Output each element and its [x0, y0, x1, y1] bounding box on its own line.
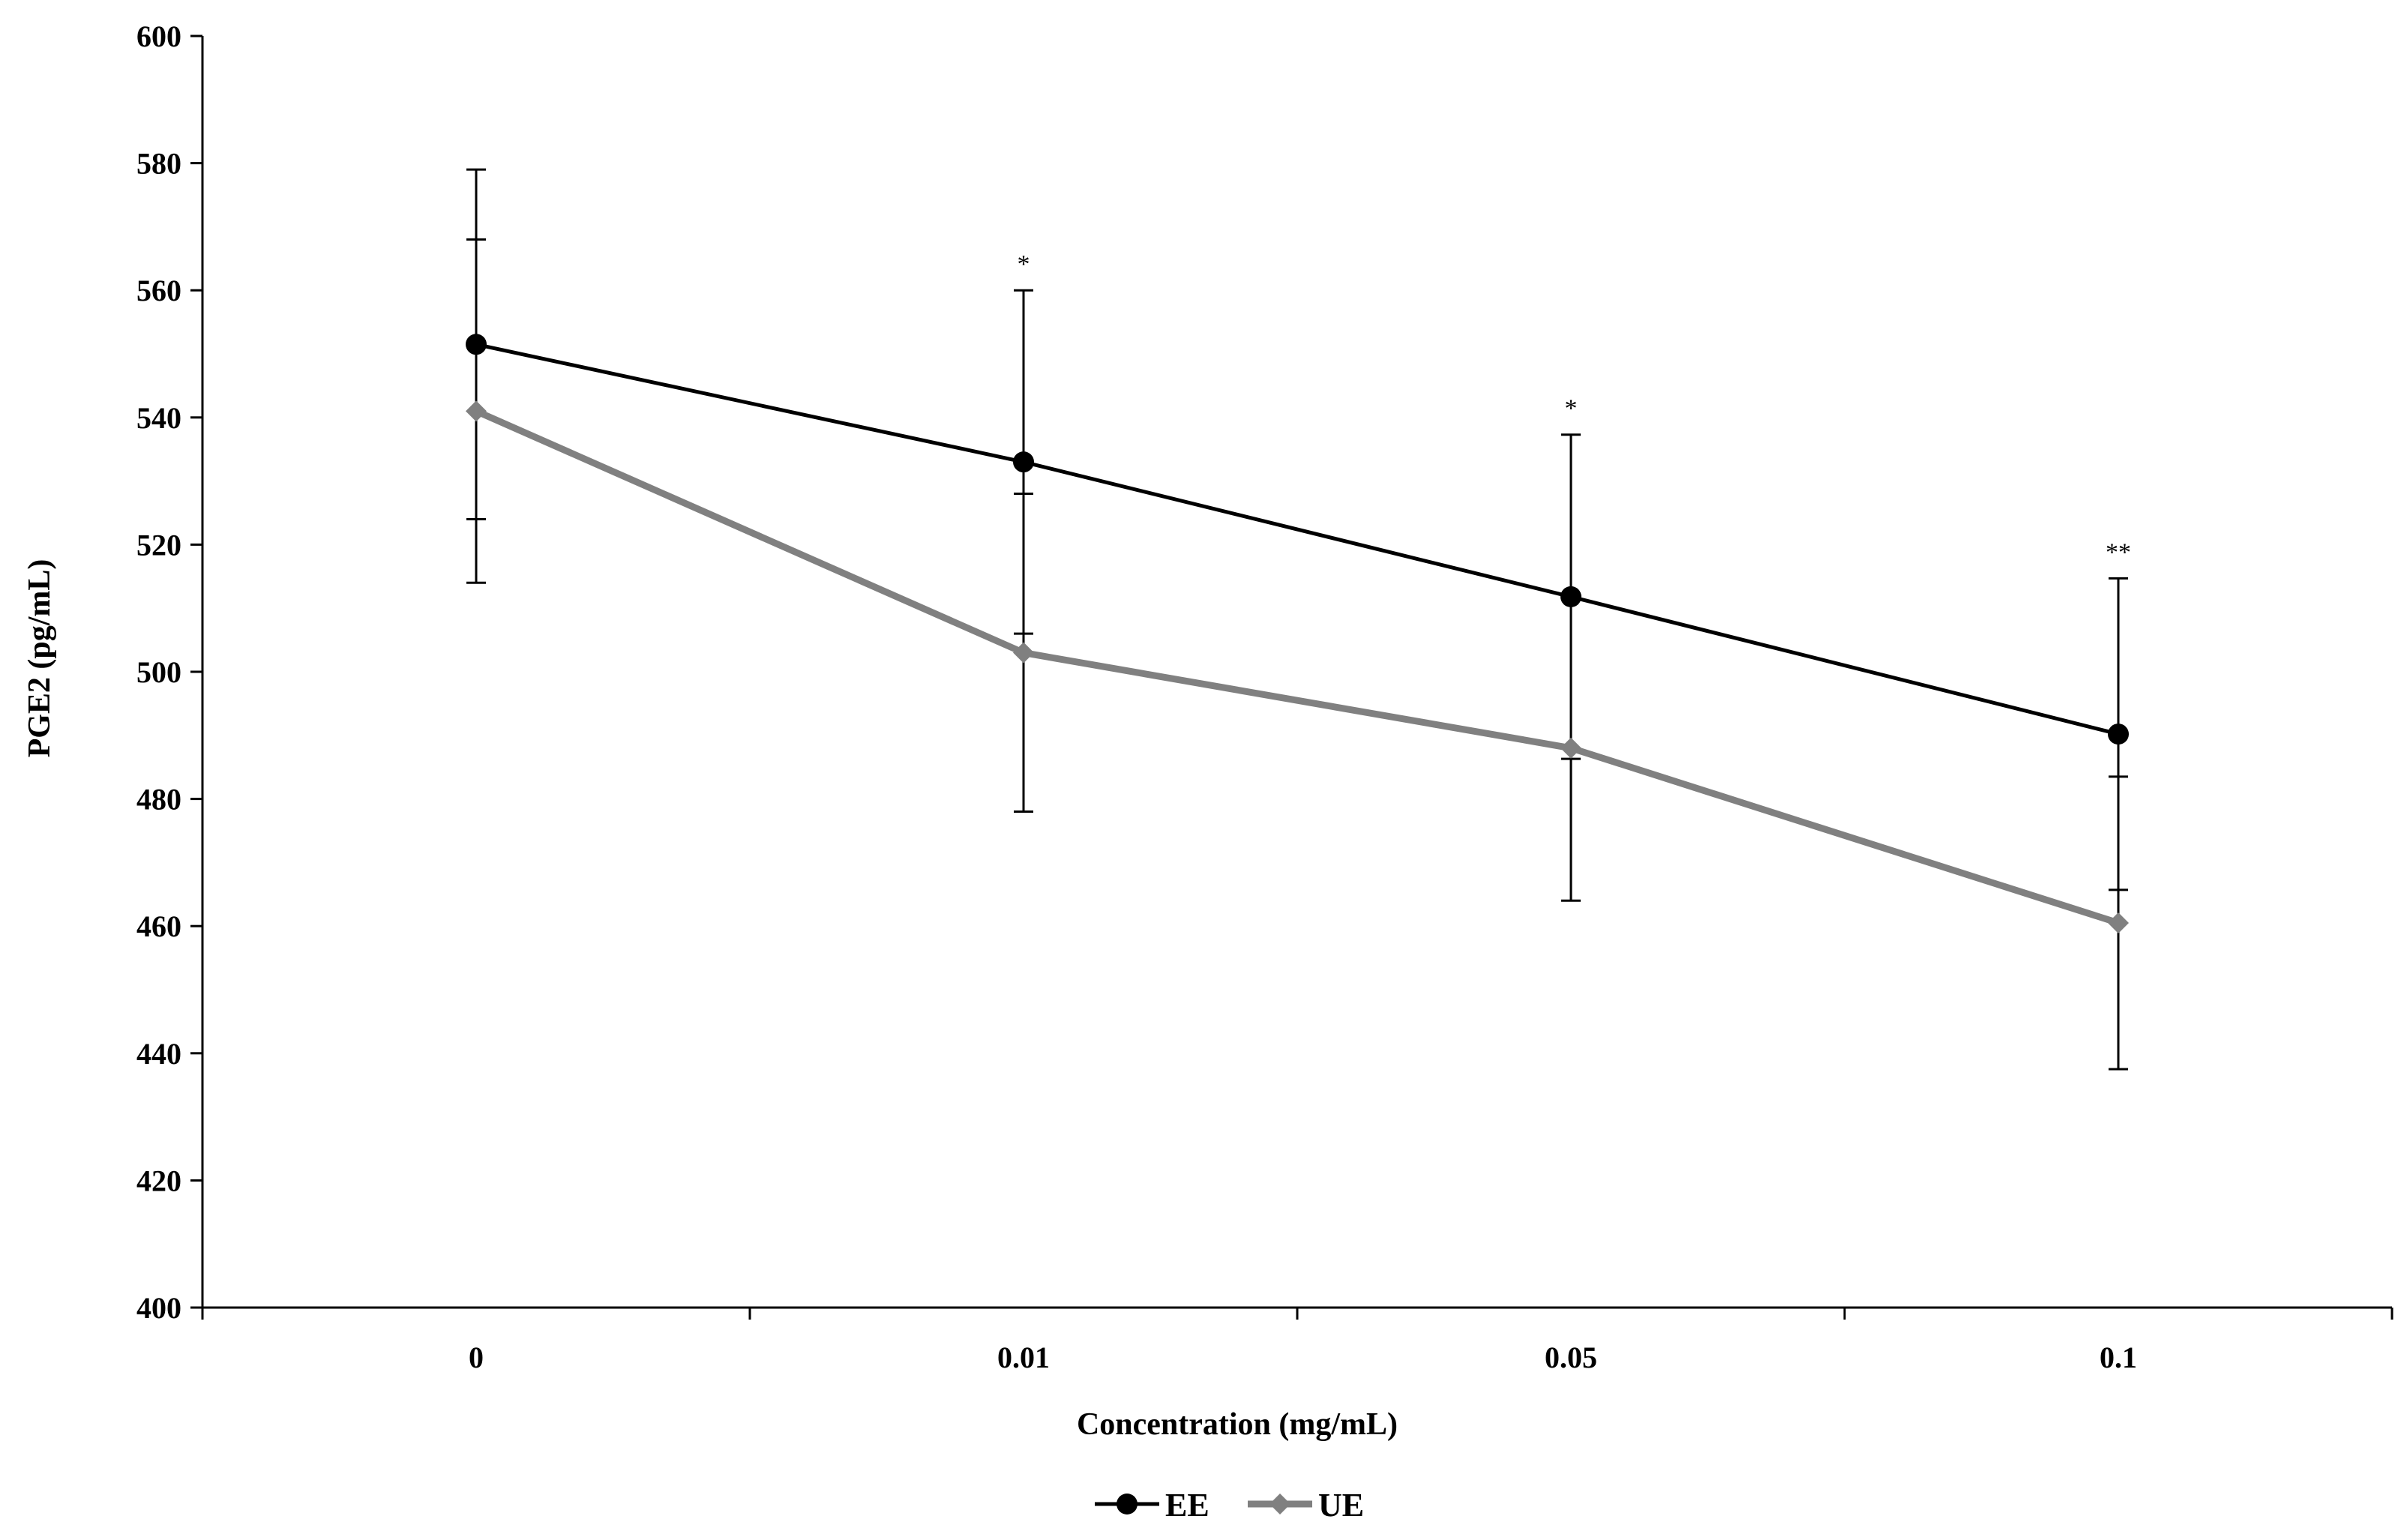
significance-marker: * — [1018, 250, 1030, 278]
ue-legend-marker — [1269, 1494, 1290, 1515]
y-tick-label: 540 — [136, 401, 181, 435]
ee-data-point — [1013, 451, 1034, 473]
ee-data-point — [2108, 724, 2129, 745]
ee-data-point — [466, 334, 487, 355]
ue-data-point — [1560, 737, 1581, 759]
y-tick-label: 480 — [136, 783, 181, 816]
ue-series-line — [475, 408, 2120, 927]
y-tick-label: 580 — [136, 147, 181, 181]
significance-marker: * — [1565, 395, 1578, 423]
ee-data-point — [1560, 586, 1581, 607]
y-tick-label: 500 — [136, 655, 181, 689]
y-axis-title: PGE2 (pg/mL) — [22, 559, 57, 758]
x-tick-label: 0.01 — [997, 1341, 1050, 1374]
ue-data-point — [1013, 642, 1034, 664]
significance-annotations: **** — [1018, 250, 2132, 566]
y-tick-label: 460 — [136, 909, 181, 943]
x-axis-title: Concentration (mg/mL) — [1077, 1407, 1398, 1442]
ee-legend-label: EE — [1165, 1487, 1209, 1524]
data-markers — [466, 334, 2129, 933]
y-tick-label: 440 — [136, 1037, 181, 1071]
ee-series-line — [475, 342, 2119, 736]
y-tick-label: 400 — [136, 1291, 181, 1325]
x-tick-label: 0.05 — [1545, 1341, 1597, 1374]
legend: EE UE — [1095, 1487, 1364, 1524]
series-lines — [475, 342, 2120, 927]
significance-marker: ** — [2106, 538, 2131, 566]
x-tick-label: 0.1 — [2100, 1341, 2137, 1374]
y-tick-label: 600 — [136, 19, 181, 53]
ee-legend-marker — [1117, 1494, 1138, 1515]
ue-legend-label: UE — [1318, 1487, 1364, 1524]
axes: 400 420 440 460 480 500 520 540 560 580 600 0 0.01 0.… — [136, 19, 2394, 1374]
ue-data-point — [2108, 912, 2129, 933]
x-tick-label: 0 — [469, 1341, 484, 1374]
y-tick-label: 520 — [136, 528, 181, 562]
y-tick-label: 420 — [136, 1164, 181, 1197]
y-tick-label: 560 — [136, 274, 181, 307]
ue-data-point — [466, 400, 487, 422]
